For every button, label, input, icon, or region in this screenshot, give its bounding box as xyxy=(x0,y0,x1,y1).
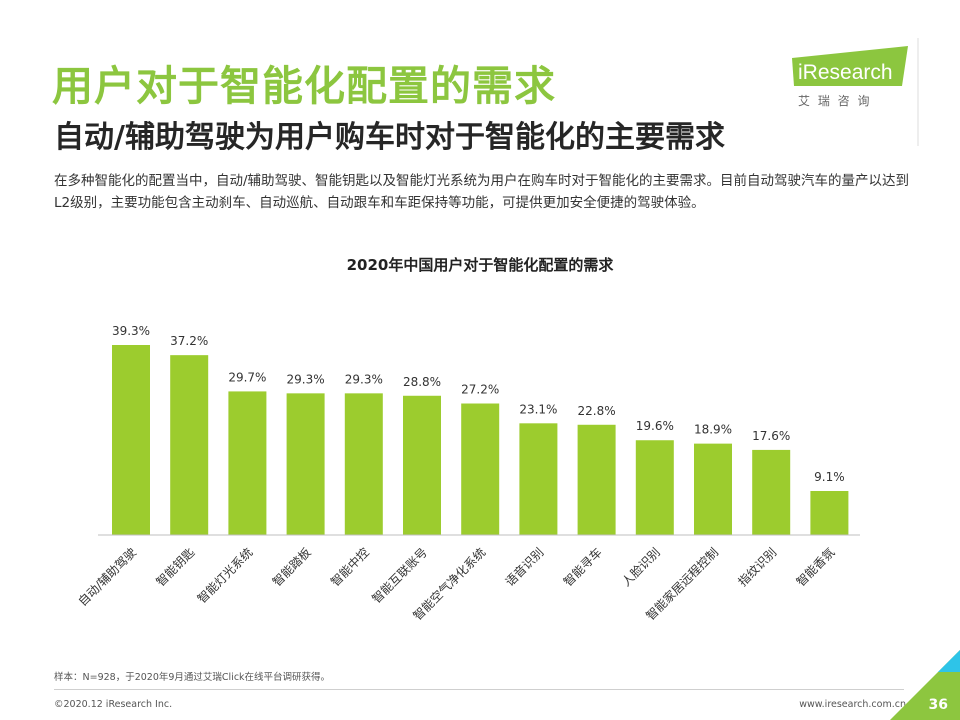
copyright: ©2020.12 iResearch Inc. xyxy=(54,699,173,710)
page-description: 在多种智能化的配置当中，自动/辅助驾驶、智能钥匙以及智能灯光系统为用户在购车时对… xyxy=(54,173,910,211)
logo-badge xyxy=(792,46,908,86)
logo-tagline: 艾 瑞 咨 询 xyxy=(798,93,871,108)
bar-1 xyxy=(112,345,150,535)
chart-title: 2020年中国用户对于智能化配置的需求 xyxy=(346,256,614,274)
logo-brand: iResearch xyxy=(798,61,893,84)
x-tick-label-1: 自动/辅助驾驶 xyxy=(75,545,139,609)
bar-7 xyxy=(461,403,500,535)
data-label-8: 23.1% xyxy=(519,402,557,416)
bar-10 xyxy=(635,440,674,535)
x-tick-label-4: 智能踏板 xyxy=(269,545,314,590)
page-number: 36 xyxy=(928,697,948,713)
page-subtitle: 自动/辅助驾驶为用户购车时对于智能化的主要需求 xyxy=(54,120,725,155)
x-tick-label-6: 智能互联账号 xyxy=(369,545,431,607)
corner-decoration xyxy=(890,650,960,720)
data-label-3: 29.7% xyxy=(228,370,266,384)
bar-4 xyxy=(286,393,325,535)
data-label-6: 28.8% xyxy=(403,375,441,389)
bar-chart: 39.3% 自动/辅助驾驶 37.2% 智能钥匙 29.7% 智能灯光系统 29.3% 智能踏… xyxy=(75,324,860,623)
bar-2 xyxy=(170,355,209,535)
website-url: www.iresearch.com.cn xyxy=(799,699,906,710)
x-tick-label-12: 指纹识别 xyxy=(735,545,780,590)
x-tick-label-5: 智能中控 xyxy=(327,545,372,590)
bar-11 xyxy=(694,443,732,535)
bar-3 xyxy=(228,391,267,535)
x-tick-label-10: 人脸识别 xyxy=(619,545,663,589)
x-tick-label-8: 语音识别 xyxy=(502,545,547,590)
footer-divider xyxy=(54,689,904,690)
page-title: 用户对于智能化配置的需求 xyxy=(52,62,556,110)
data-label-5: 29.3% xyxy=(345,372,383,386)
x-tick-label-3: 智能灯光系统 xyxy=(194,545,256,607)
x-tick-label-2: 智能钥匙 xyxy=(153,545,198,590)
bar-8 xyxy=(519,423,558,535)
x-tick-label-9: 智能寻车 xyxy=(560,545,605,590)
bar-9 xyxy=(577,424,616,535)
data-label-9: 22.8% xyxy=(578,404,616,418)
bar-12 xyxy=(752,449,791,535)
source-note: 样本：N=928，于2020年9月通过艾瑞Click在线平台调研获得。 xyxy=(54,672,331,683)
data-label-12: 17.6% xyxy=(752,429,790,443)
data-label-4: 29.3% xyxy=(287,372,325,386)
data-label-2: 37.2% xyxy=(170,334,208,348)
data-label-7: 27.2% xyxy=(461,382,499,396)
bar-13 xyxy=(810,491,849,535)
bar-6 xyxy=(403,395,441,535)
iresearch-logo: iResearch 艾 瑞 咨 询 xyxy=(792,38,919,146)
x-tick-label-13: 智能香氛 xyxy=(793,545,838,590)
data-label-13: 9.1% xyxy=(814,470,845,484)
data-label-10: 19.6% xyxy=(636,419,674,433)
data-label-11: 18.9% xyxy=(694,423,732,437)
data-label-1: 39.3% xyxy=(112,324,150,338)
bar-5 xyxy=(344,393,383,535)
